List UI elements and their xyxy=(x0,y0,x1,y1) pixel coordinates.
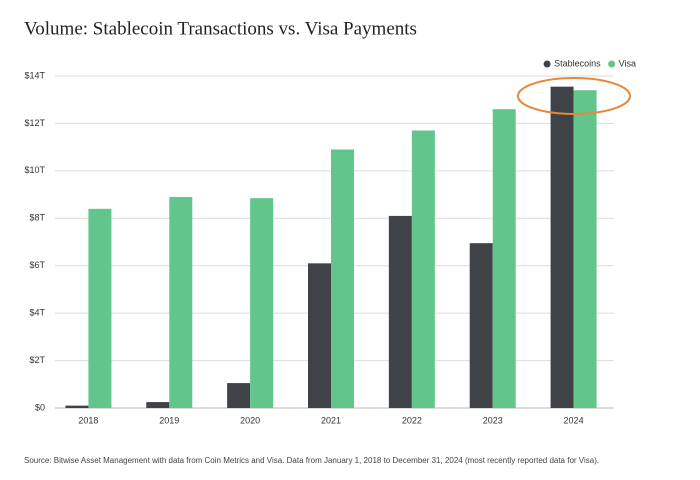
legend-label: Visa xyxy=(619,58,636,68)
y-tick-label: $4T xyxy=(29,308,45,318)
y-tick-label: $2T xyxy=(29,355,45,365)
bar xyxy=(308,263,331,408)
x-tick-label: 2023 xyxy=(483,415,503,425)
chart-title: Volume: Stablecoin Transactions vs. Visa… xyxy=(24,18,417,39)
source-note: Source: Bitwise Asset Management with da… xyxy=(24,456,599,465)
bar xyxy=(65,405,89,408)
y-tick-label: $8T xyxy=(29,213,45,223)
y-tick-label: $12T xyxy=(24,118,45,128)
x-tick-label: 2019 xyxy=(159,415,179,425)
legend-label: Stablecoins xyxy=(554,58,601,68)
bar xyxy=(88,208,112,408)
bar xyxy=(492,109,516,408)
bar xyxy=(573,90,597,408)
x-tick-label: 2024 xyxy=(564,415,584,425)
bar xyxy=(550,86,574,409)
bar xyxy=(469,243,493,408)
y-tick-label: $14T xyxy=(24,70,45,80)
bar xyxy=(331,149,354,408)
bar xyxy=(227,383,251,408)
x-tick-label: 2020 xyxy=(240,415,260,425)
y-tick-label: $10T xyxy=(24,165,45,175)
x-tick-label: 2021 xyxy=(321,415,341,425)
legend-swatch xyxy=(608,60,616,68)
plot-area: $0 $2T $4T $6T $8T $10T $12T $14T 2018 2019 2020 20… xyxy=(24,58,636,425)
y-tick-label: $6T xyxy=(29,260,45,270)
legend-swatch xyxy=(543,60,551,68)
y-tick-label: $0 xyxy=(35,402,45,412)
highlight-ellipse xyxy=(517,77,631,115)
x-tick-label: 2018 xyxy=(78,415,98,425)
bar xyxy=(169,196,193,408)
x-tick-label: 2022 xyxy=(402,415,422,425)
bar xyxy=(146,402,170,408)
bar xyxy=(411,130,435,409)
bar xyxy=(388,215,412,408)
bar xyxy=(250,198,274,408)
